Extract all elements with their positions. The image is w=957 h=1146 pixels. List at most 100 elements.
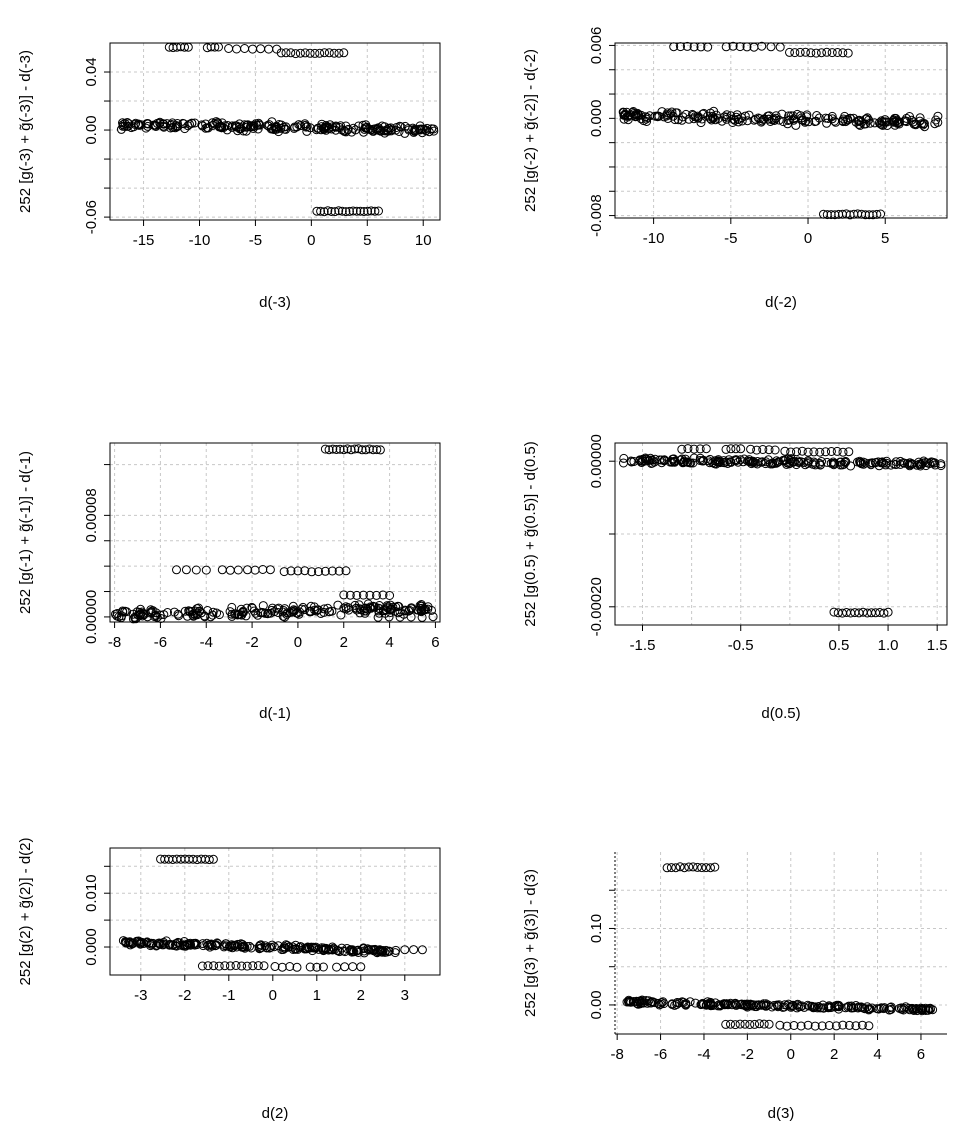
data-point — [726, 111, 736, 121]
data-point — [420, 124, 429, 134]
x-tick-label: 6 — [917, 1046, 925, 1063]
data-point — [886, 1004, 896, 1014]
data-point — [267, 940, 277, 950]
data-point — [206, 42, 216, 52]
data-point — [744, 455, 754, 465]
x-tick-label: 4 — [385, 634, 393, 651]
data-point — [677, 444, 687, 454]
data-point — [625, 110, 635, 120]
x-tick-label: 2 — [830, 1046, 838, 1063]
data-point — [689, 453, 699, 463]
data-point — [365, 590, 375, 600]
data-point — [915, 461, 925, 471]
data-point — [334, 206, 344, 216]
data-point — [324, 945, 334, 955]
data-point — [688, 862, 698, 872]
data-point — [220, 961, 230, 971]
y-tick-label: 0.00008 — [83, 488, 100, 542]
data-point — [151, 610, 160, 620]
data-point — [305, 606, 315, 616]
data-point — [809, 1002, 819, 1012]
data-point — [118, 936, 128, 946]
data-point — [851, 1021, 861, 1031]
data-point — [334, 566, 344, 576]
data-point — [248, 961, 258, 971]
data-point — [270, 962, 280, 971]
data-point — [300, 605, 310, 615]
data-point — [241, 126, 251, 136]
x-tick-label: -5 — [249, 232, 262, 249]
data-point — [211, 940, 221, 950]
data-point — [886, 460, 896, 470]
data-point — [291, 49, 301, 59]
data-point — [345, 590, 355, 600]
data-point — [361, 445, 371, 455]
data-point — [713, 114, 723, 124]
x-tick-label: 3 — [401, 987, 409, 1004]
data-point — [237, 610, 247, 620]
data-point — [894, 117, 904, 127]
data-point — [936, 461, 946, 471]
data-point — [227, 940, 237, 950]
data-point — [326, 207, 336, 216]
data-point — [191, 606, 201, 616]
data-point — [721, 1019, 731, 1029]
data-point — [735, 42, 745, 52]
data-point — [761, 459, 771, 469]
data-point — [346, 946, 356, 955]
points — [116, 42, 439, 217]
data-point — [316, 125, 326, 135]
data-point — [320, 444, 330, 454]
data-point — [861, 114, 871, 124]
data-point — [277, 962, 287, 972]
data-point — [174, 611, 184, 621]
data-point — [400, 605, 410, 615]
data-point — [231, 961, 241, 970]
data-point — [266, 942, 276, 952]
data-point — [409, 945, 419, 955]
x-tick-label: -8 — [610, 1046, 623, 1063]
data-point — [904, 1003, 914, 1013]
data-point — [203, 961, 213, 971]
data-point — [325, 607, 335, 617]
data-point — [329, 48, 339, 58]
data-point — [822, 47, 832, 57]
data-point — [757, 41, 767, 51]
data-point — [730, 1020, 740, 1030]
data-point — [286, 566, 296, 576]
x-tick-label: -10 — [643, 230, 665, 247]
data-point — [374, 206, 383, 216]
data-point — [799, 458, 809, 467]
data-point — [214, 42, 223, 52]
data-point — [672, 998, 682, 1008]
panel-3: -8 -6 -4 -2 0 2 4 6 0.00008 0.00000 d(-1) 252 [g(-1… — [17, 442, 441, 722]
data-point — [672, 108, 682, 118]
y-tick-label: 0.00000 — [588, 434, 605, 488]
data-point — [311, 606, 321, 616]
data-point — [272, 604, 282, 614]
data-point — [681, 109, 691, 119]
data-point — [337, 206, 347, 216]
data-point — [766, 42, 776, 52]
data-point — [817, 48, 826, 58]
data-point — [324, 445, 334, 455]
data-point — [352, 590, 362, 600]
data-point — [775, 1020, 785, 1030]
data-point — [281, 122, 291, 132]
data-point — [824, 1021, 834, 1030]
x-tick-label: -6 — [154, 634, 167, 651]
data-point — [327, 566, 337, 576]
data-point — [764, 114, 774, 124]
data-point — [907, 1003, 917, 1013]
data-point — [749, 115, 759, 125]
data-point — [334, 48, 344, 58]
data-point — [288, 942, 298, 952]
data-point — [715, 1001, 725, 1011]
x-tick-label: 1.0 — [878, 637, 899, 654]
data-point — [372, 445, 382, 455]
data-point — [225, 961, 235, 971]
data-point — [759, 1019, 769, 1029]
x-tick-label: -1.5 — [630, 637, 656, 654]
data-point — [669, 42, 679, 52]
plot-frame — [109, 442, 441, 623]
